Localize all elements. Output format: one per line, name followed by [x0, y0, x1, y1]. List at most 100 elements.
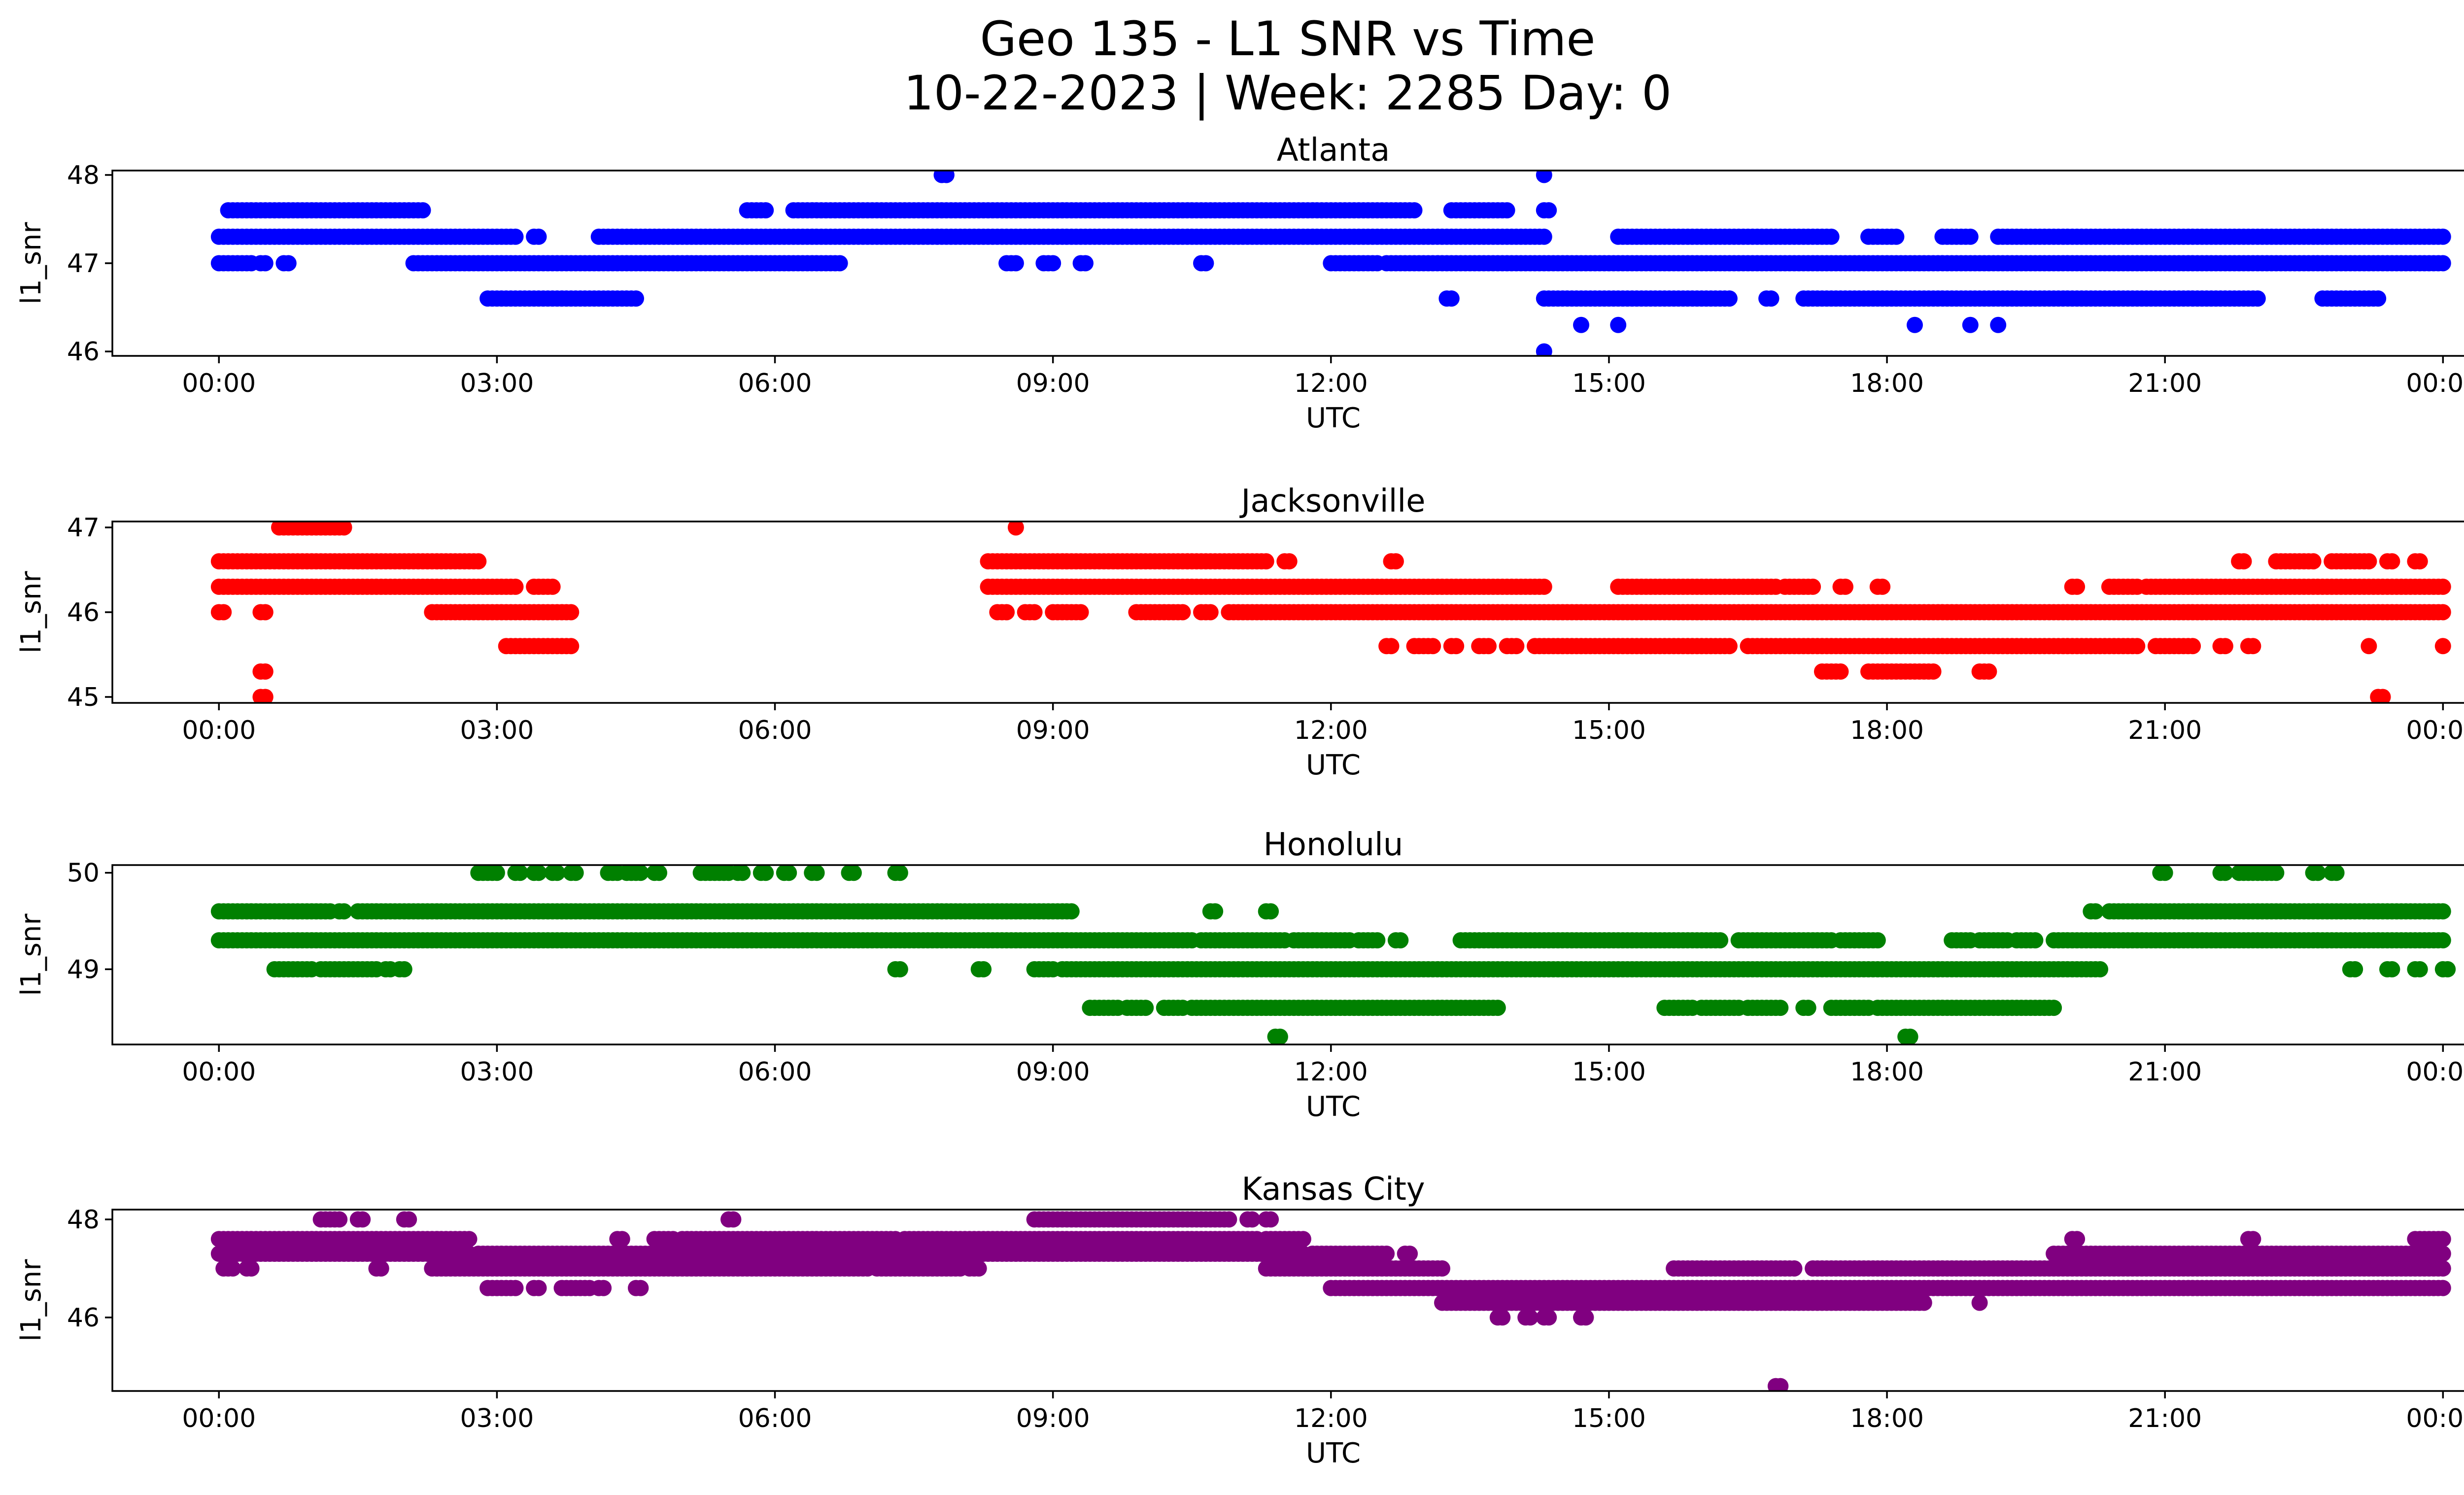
data-point: [831, 255, 848, 272]
data-point: [1077, 255, 1094, 272]
data-point: [1772, 1378, 1789, 1391]
plot-frame: [111, 864, 2464, 1045]
data-point: [2361, 638, 2377, 655]
data-point: [1499, 202, 1515, 219]
x-tick-label: 12:00: [1294, 716, 1368, 745]
data-point: [1508, 638, 1525, 655]
data-point: [336, 903, 352, 920]
data-point: [757, 202, 774, 219]
data-point: [2384, 961, 2400, 977]
data-point: [280, 255, 297, 272]
data-point: [1837, 578, 1853, 595]
x-tick-label: 06:00: [738, 1404, 812, 1433]
data-point: [1869, 932, 1886, 949]
data-point: [257, 255, 274, 272]
data-point: [975, 961, 992, 977]
data-point: [2411, 553, 2428, 570]
data-point: [734, 865, 751, 881]
x-tick-label: 03:00: [460, 1057, 534, 1087]
x-tick-label: 18:00: [1850, 716, 1924, 745]
data-point: [845, 865, 862, 881]
data-point: [1536, 171, 1552, 183]
data-point: [1007, 522, 1024, 536]
x-tick-label: 12:00: [1294, 1057, 1368, 1087]
x-tick-label: 15:00: [1572, 369, 1646, 398]
data-point: [1026, 604, 1043, 621]
data-point: [1369, 932, 1386, 949]
panel-title: Honolulu: [1264, 827, 1403, 863]
data-point: [2305, 553, 2322, 570]
data-point: [507, 578, 524, 595]
data-point: [1392, 932, 1409, 949]
data-point: [1378, 1246, 1395, 1262]
x-tick-label: 21:00: [2128, 369, 2202, 398]
data-point: [891, 961, 908, 977]
plot-frame: [111, 1209, 2464, 1392]
data-point: [1832, 663, 1849, 680]
data-point: [1402, 1246, 1418, 1262]
data-point: [1536, 343, 1552, 356]
y-tick-label: 48: [67, 1205, 100, 1235]
data-point: [808, 865, 825, 881]
data-point: [1072, 604, 1089, 621]
x-tick-label: 00:00: [182, 1057, 256, 1087]
data-point: [2384, 553, 2400, 570]
data-point: [1271, 1028, 1288, 1044]
y-axis-label: l1_snr: [15, 1259, 47, 1342]
data-point: [938, 171, 955, 183]
data-point: [2310, 865, 2326, 881]
x-tick-label: 00:00: [2406, 369, 2464, 398]
data-point: [632, 865, 649, 881]
data-point: [1244, 1211, 1261, 1228]
data-point: [373, 1260, 389, 1277]
data-point: [549, 865, 566, 881]
data-point: [243, 1260, 260, 1277]
data-point: [1202, 604, 1219, 621]
data-point: [1406, 202, 1423, 219]
data-point: [2347, 961, 2363, 977]
x-tick-label: 09:00: [1016, 369, 1090, 398]
x-tick-label: 12:00: [1294, 1404, 1368, 1433]
data-point: [1990, 316, 2007, 333]
x-tick-label: 06:00: [738, 716, 812, 745]
data-point: [1137, 1000, 1154, 1016]
figure-title-line2: 10-22-2023 | Week: 2285 Day: 0: [904, 66, 1672, 121]
data-point: [2434, 578, 2451, 595]
data-point: [2069, 1231, 2086, 1248]
data-point: [1874, 578, 1891, 595]
data-point: [1494, 1309, 1511, 1326]
data-point: [1536, 228, 1552, 245]
x-tick-label: 09:00: [1016, 716, 1090, 745]
x-axis-label: UTC: [1306, 1437, 1361, 1469]
x-tick-label: 03:00: [460, 1404, 534, 1433]
data-point: [1198, 255, 1214, 272]
y-tick-label: 46: [67, 598, 100, 627]
y-tick-label: 46: [67, 337, 100, 367]
x-tick-label: 03:00: [460, 369, 534, 398]
data-point: [1263, 903, 1279, 920]
x-tick-label: 21:00: [2128, 1404, 2202, 1433]
data-point: [1971, 1294, 1988, 1311]
data-point: [595, 1280, 612, 1296]
data-point: [2434, 932, 2451, 949]
x-tick-label: 15:00: [1572, 1404, 1646, 1433]
data-point: [225, 1260, 241, 1277]
data-point: [1443, 290, 1460, 307]
y-axis-label: l1_snr: [15, 571, 47, 654]
data-point: [2439, 961, 2456, 977]
data-point: [1221, 1211, 1237, 1228]
data-point: [1434, 1260, 1450, 1277]
x-tick-label: 06:00: [738, 369, 812, 398]
x-tick-label: 18:00: [1850, 369, 1924, 398]
data-point: [1902, 1028, 1918, 1044]
data-point: [1712, 932, 1729, 949]
data-point: [257, 604, 274, 621]
data-point: [2027, 932, 2044, 949]
y-tick-label: 49: [67, 955, 100, 984]
data-point: [1387, 553, 1404, 570]
data-point: [563, 604, 580, 621]
data-point: [257, 689, 274, 703]
data-point: [1962, 316, 1979, 333]
data-point: [651, 865, 667, 881]
